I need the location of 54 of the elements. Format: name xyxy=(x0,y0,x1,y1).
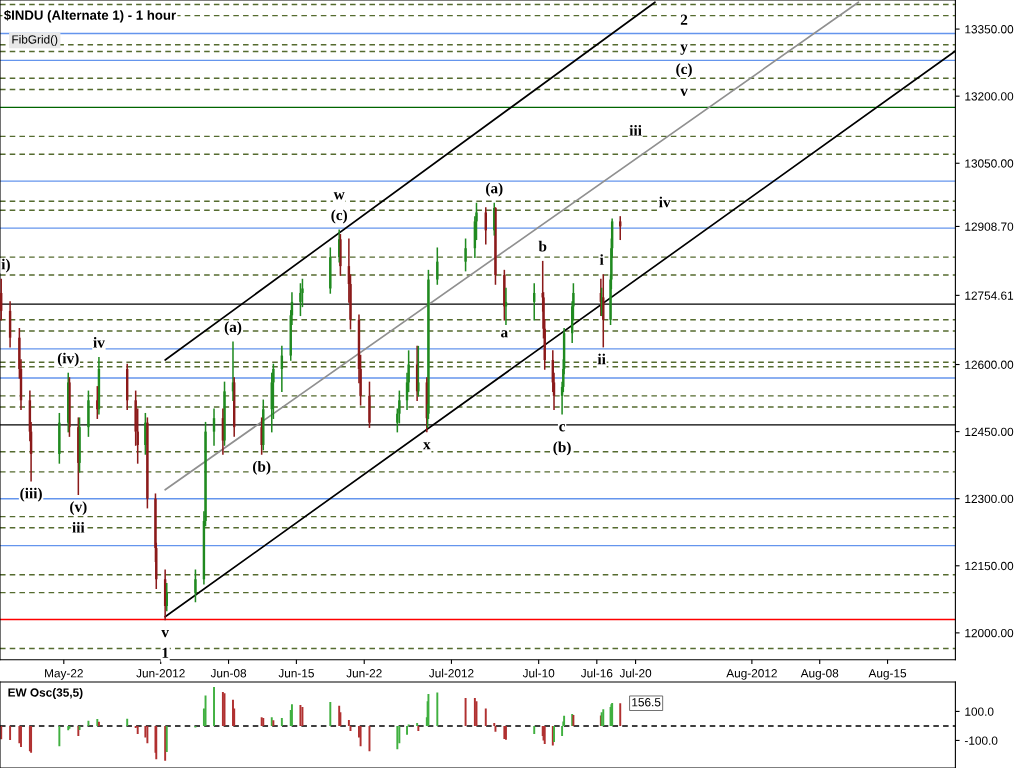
annotation: (c) xyxy=(331,209,347,224)
x-tick-label: Jun-22 xyxy=(346,669,382,678)
annotation: (iii) xyxy=(20,487,42,502)
y-tick-label: 12450.00 xyxy=(965,427,1014,436)
annotation: a xyxy=(501,330,508,338)
text: $INDU (Alternate 1) - 1 hour xyxy=(3,9,176,23)
annotation: iv xyxy=(659,196,671,208)
annotation: 156.5 xyxy=(632,698,661,707)
y-tick-label: 13050.00 xyxy=(965,159,1014,168)
annotation: v xyxy=(680,88,688,96)
y-tick-label: 12754.61 xyxy=(965,291,1014,300)
annotation: y xyxy=(680,44,688,55)
x-tick-label: Jul-16 xyxy=(580,668,613,678)
annotation: c xyxy=(559,424,566,432)
annotation: EW Osc(35,5) xyxy=(8,688,83,700)
annotation: (b) xyxy=(553,441,571,456)
annotation: iv xyxy=(93,336,105,348)
x-tick-label: Jun-15 xyxy=(278,669,314,678)
x-tick-label: Aug-2012 xyxy=(726,669,777,680)
annotation: i xyxy=(599,254,604,265)
annotation: (b) xyxy=(253,460,271,475)
annotation: ii xyxy=(597,353,606,365)
annotation: w xyxy=(333,192,345,200)
annotation: iii xyxy=(72,522,85,533)
x-tick-label: Aug-15 xyxy=(868,669,907,680)
x-tick-label: May-22 xyxy=(45,669,83,680)
x-tick-label: Aug-08 xyxy=(800,669,839,680)
y-tick-label: 12908.70 xyxy=(965,222,1014,231)
annotation: x xyxy=(423,442,431,450)
y-tick-label: 12000.00 xyxy=(965,628,1014,638)
annotation: 1 xyxy=(162,647,169,658)
y-tick-label: 12150.00 xyxy=(965,561,1014,571)
annotation: (a) xyxy=(486,182,503,197)
x-tick-label: Jun-08 xyxy=(210,669,247,678)
annotation: (a) xyxy=(224,321,242,336)
y-tick-label: 12300.00 xyxy=(965,494,1014,504)
x-tick-label: Jul-2012 xyxy=(428,668,474,678)
x-tick-label: Jun-2012 xyxy=(136,669,185,678)
annotation: (iv) xyxy=(57,352,79,367)
annotation: FibGrid() xyxy=(12,34,58,46)
x-tick-label: Jul-10 xyxy=(522,668,555,678)
y-tick-label: -100.0 xyxy=(964,736,998,745)
annotation: i) xyxy=(1,258,10,273)
annotation: (v) xyxy=(70,501,87,516)
annotation: 2 xyxy=(680,14,688,25)
annotation: iii xyxy=(629,125,642,136)
y-tick-label: 12600.00 xyxy=(965,360,1014,369)
y-tick-label: 13200.00 xyxy=(965,92,1014,101)
annotation: b xyxy=(538,240,547,252)
y-tick-label: 100.0 xyxy=(965,707,994,716)
annotation: (c) xyxy=(676,63,692,78)
y-tick-label: 13350.00 xyxy=(965,25,1014,34)
annotation: v xyxy=(161,630,169,638)
x-tick-label: Jul-20 xyxy=(619,668,652,678)
